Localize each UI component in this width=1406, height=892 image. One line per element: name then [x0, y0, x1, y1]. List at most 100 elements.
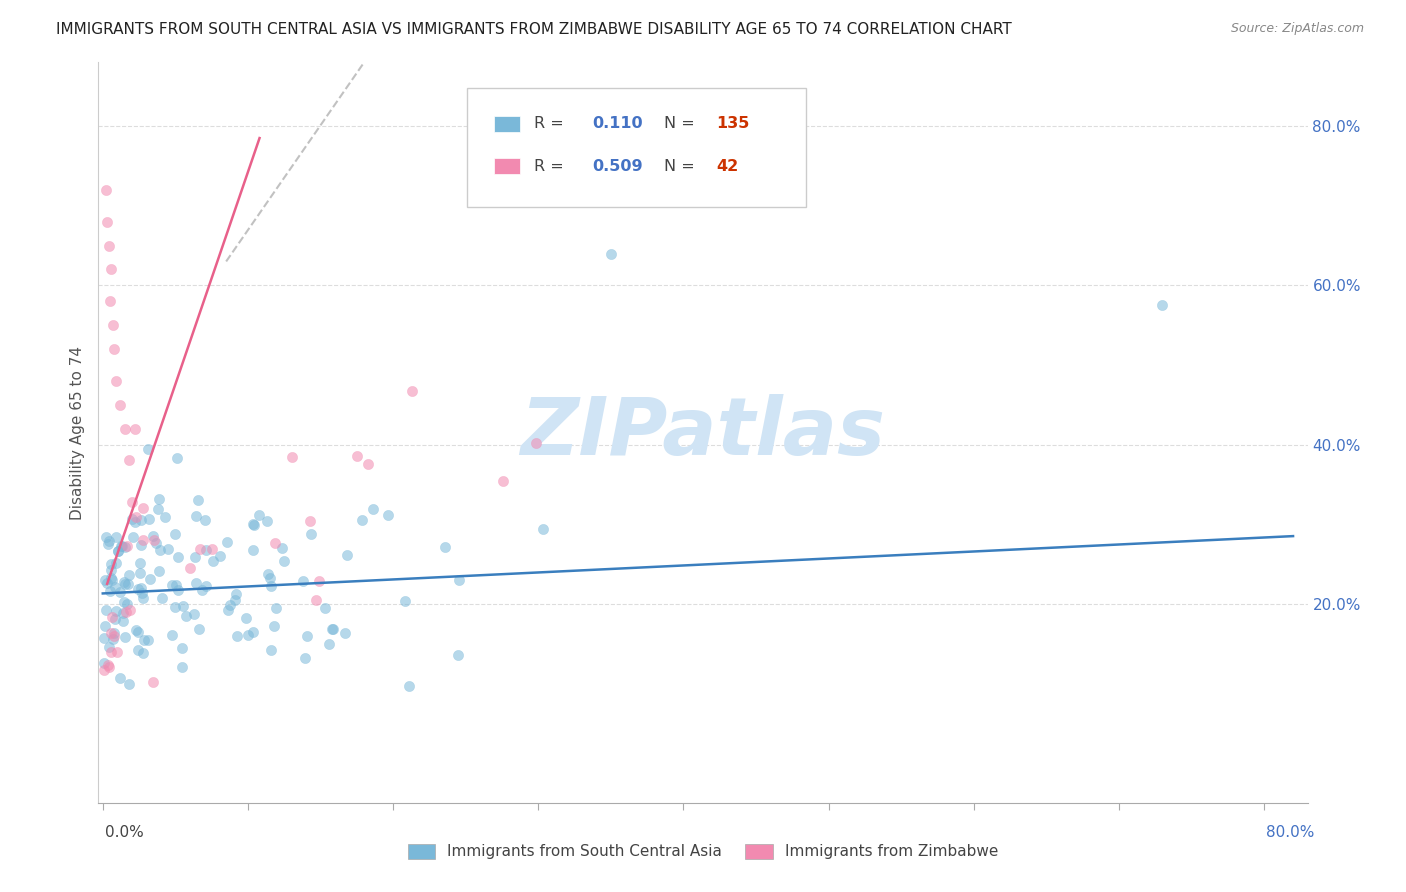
Point [114, 422, 136, 436]
Point [186, 576, 208, 591]
Point [224, 592, 246, 607]
Point [357, 457, 380, 471]
Point [236, 628, 259, 642]
Point [217, 535, 239, 549]
Point [321, 622, 343, 636]
Point [122, 530, 145, 544]
Point [118, 676, 141, 690]
Point [187, 493, 209, 508]
Point [377, 508, 399, 523]
Point [94, 619, 117, 633]
Point [112, 614, 135, 628]
Point [191, 583, 214, 598]
Point [361, 501, 384, 516]
Point [1152, 298, 1174, 312]
Point [100, 557, 122, 571]
Point [125, 509, 148, 524]
Point [115, 598, 138, 612]
Point [188, 542, 211, 557]
Point [114, 541, 136, 555]
Point [136, 632, 159, 647]
Point [599, 246, 621, 260]
Point [184, 509, 207, 524]
Point [398, 680, 420, 694]
Point [93, 656, 115, 670]
Point [114, 576, 136, 591]
Point [318, 637, 340, 651]
Point [110, 539, 132, 553]
Point [163, 527, 186, 541]
Text: IMMIGRANTS FROM SOUTH CENTRAL ASIA VS IMMIGRANTS FROM ZIMBABWE DISABILITY AGE 65: IMMIGRANTS FROM SOUTH CENTRAL ASIA VS IM… [56, 22, 1012, 37]
Point [100, 563, 122, 577]
Point [434, 540, 457, 554]
Point [200, 542, 222, 557]
Point [447, 648, 470, 662]
Point [346, 449, 368, 463]
Point [97, 238, 120, 252]
Point [183, 607, 205, 622]
Point [121, 495, 143, 509]
Point [218, 599, 240, 613]
Legend: Immigrants from South Central Asia, Immigrants from Zimbabwe: Immigrants from South Central Asia, Immi… [402, 838, 1004, 865]
Point [259, 571, 281, 585]
Point [259, 579, 281, 593]
Point [121, 512, 143, 526]
Point [242, 517, 264, 532]
Point [127, 643, 149, 657]
Point [136, 442, 159, 456]
Point [127, 582, 149, 597]
Point [242, 543, 264, 558]
Point [299, 526, 322, 541]
Point [101, 318, 124, 333]
Point [179, 560, 201, 574]
Point [243, 518, 266, 533]
Point [242, 624, 264, 639]
Point [394, 594, 416, 608]
FancyBboxPatch shape [494, 116, 520, 132]
Point [100, 625, 122, 640]
Point [117, 539, 139, 553]
Text: R =: R = [534, 159, 568, 174]
Point [104, 530, 127, 544]
Point [100, 644, 122, 658]
Text: 135: 135 [716, 116, 749, 131]
Point [94, 183, 117, 197]
Point [132, 501, 155, 516]
Point [112, 595, 135, 609]
Text: ZIPatlas: ZIPatlas [520, 393, 886, 472]
Point [146, 502, 169, 516]
Point [101, 573, 124, 587]
Point [104, 556, 127, 570]
Text: 42: 42 [716, 159, 738, 174]
Point [138, 511, 160, 525]
Point [132, 647, 155, 661]
Point [225, 629, 247, 643]
Point [101, 609, 124, 624]
Point [129, 582, 152, 596]
Point [103, 632, 125, 646]
FancyBboxPatch shape [467, 88, 806, 207]
Point [264, 600, 287, 615]
Point [128, 556, 150, 570]
Point [299, 514, 322, 528]
Point [93, 663, 115, 677]
Point [132, 591, 155, 605]
Point [148, 491, 170, 506]
Point [263, 536, 285, 550]
Point [256, 514, 278, 528]
Point [531, 522, 554, 536]
Point [114, 605, 136, 619]
Point [247, 508, 270, 522]
Point [103, 629, 125, 643]
Point [187, 622, 209, 636]
Point [131, 585, 153, 599]
Point [156, 542, 179, 557]
Point [132, 633, 155, 648]
Point [93, 631, 115, 645]
Point [118, 603, 141, 617]
Point [117, 577, 139, 591]
Point [100, 262, 122, 277]
Point [194, 579, 217, 593]
Point [108, 398, 131, 412]
Point [104, 612, 127, 626]
